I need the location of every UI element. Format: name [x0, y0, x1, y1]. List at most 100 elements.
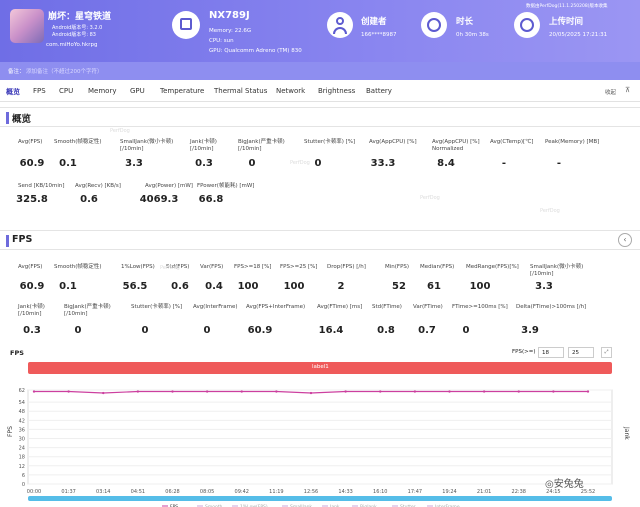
- y-axis-label: FPS: [7, 426, 14, 437]
- metric-label: Drop(FPS) [/h]: [327, 264, 366, 270]
- perfdog-watermark: PerfDog: [290, 160, 310, 166]
- time-scrollbar[interactable]: [28, 496, 612, 501]
- y-tick-label: 6: [22, 473, 25, 479]
- metric-value: 325.8: [16, 194, 48, 205]
- y2-axis-label: Jank: [623, 426, 630, 440]
- fps-point: [67, 390, 70, 393]
- brand-icon: ◎: [545, 479, 554, 490]
- tab-memory[interactable]: Memory: [88, 87, 117, 95]
- android-version-code: Android版本号: 83: [52, 32, 96, 38]
- tab-cpu[interactable]: CPU: [59, 87, 74, 95]
- tab-brightness[interactable]: Brightness: [318, 87, 356, 95]
- duration-value: 0h 30m 38s: [456, 32, 489, 38]
- tab-battery[interactable]: Battery: [366, 87, 392, 95]
- metric-label: Peak(Memory) [MB]: [545, 139, 600, 145]
- metric-value: 100: [283, 281, 305, 292]
- fps-point: [344, 390, 347, 393]
- x-tick-label: 17:47: [408, 489, 422, 495]
- metric-value: 0.3: [23, 325, 41, 336]
- x-tick-label: 19:24: [442, 489, 456, 495]
- metric-label: Send [KB/10min]: [18, 183, 65, 189]
- perfdog-watermark: PerfDog: [110, 128, 130, 134]
- game-logo: [10, 9, 44, 43]
- tab-overview[interactable]: 概览: [6, 88, 20, 96]
- y-tick-label: 24: [19, 446, 25, 452]
- fps-point: [136, 390, 140, 393]
- collapse-icon[interactable]: ‹: [618, 233, 632, 247]
- x-tick-label: 08:05: [200, 489, 214, 495]
- y-tick-label: 18: [19, 455, 25, 461]
- metric-value: 0: [248, 158, 256, 169]
- metric-label: Avg(Recv) [KB/s]: [75, 183, 121, 189]
- remark-input[interactable]: 添加备注（不超过200个字符）: [26, 69, 103, 75]
- tab-network[interactable]: Network: [276, 87, 306, 95]
- section-accent: [6, 112, 9, 124]
- x-tick-label: 25:52: [581, 489, 595, 495]
- legend-item[interactable]: SmallJank: [290, 504, 312, 507]
- metric-label: Avg(FPS): [18, 264, 43, 270]
- fps-threshold-input-2[interactable]: 25: [568, 347, 594, 358]
- metric-label: FPower(帧能耗) [mW]: [197, 183, 255, 189]
- x-tick-label: 00:00: [27, 489, 41, 495]
- overview-title: 概览: [12, 114, 32, 125]
- upload-value: 20/05/2025 17:21:31: [549, 32, 608, 38]
- legend-item[interactable]: 1%Low(FPS): [240, 504, 268, 507]
- legend-item[interactable]: InterFrame: [435, 504, 460, 507]
- metric-label: Jank(卡顿) [/10min]: [190, 139, 217, 152]
- metric-value: 0.3: [195, 158, 213, 169]
- metric-value: 0.1: [59, 281, 77, 292]
- tab-gpu[interactable]: GPU: [130, 87, 145, 95]
- legend-item[interactable]: BigJank: [360, 504, 377, 507]
- fps-threshold-label: FPS(>=): [512, 349, 536, 355]
- metric-label: Smooth(帧稳定性): [54, 264, 102, 270]
- legend-item[interactable]: Stutter: [400, 504, 416, 507]
- fps-chart: 0 6 12 18 24 30 36 42 48 54 62 FPS Jank 00:00 01:37 03:…: [7, 388, 630, 507]
- metric-value: 66.8: [198, 194, 224, 205]
- x-tick-label: 24:15: [546, 489, 560, 495]
- metric-value: 100: [469, 281, 491, 292]
- fps-point: [171, 390, 174, 393]
- creator-icon: [327, 12, 353, 38]
- metric-value: -: [556, 158, 562, 169]
- collapse-button[interactable]: 收起: [605, 90, 617, 96]
- tab-temperature[interactable]: Temperature: [160, 87, 205, 95]
- metric-value: 56.5: [122, 281, 148, 292]
- fps-point: [448, 390, 451, 393]
- fps-point: [309, 391, 313, 395]
- app-name: 崩坏：星穹铁道: [48, 12, 112, 22]
- pin-icon[interactable]: ⊼: [625, 86, 631, 94]
- metric-label: SmallJank(微小卡顿) [/10min]: [120, 139, 174, 152]
- perfdog-watermark: PerfDog: [160, 265, 180, 271]
- y-tick-label: 42: [19, 418, 25, 424]
- legend-item[interactable]: Smooth: [205, 504, 223, 507]
- metric-value: 0: [141, 325, 149, 336]
- metric-label: Avg(FTime) [ms]: [317, 304, 363, 310]
- legend-item[interactable]: Jank: [329, 504, 340, 507]
- fps-section-title: FPS: [12, 234, 33, 245]
- x-tick-label: 06:28: [165, 489, 179, 495]
- metric-value: 0.8: [377, 325, 395, 336]
- perfdog-version: 数据由PerfDog(11.1.250208)版本收集: [526, 4, 608, 9]
- metric-value: -: [501, 158, 507, 169]
- metric-label: FTime>=100ms [%]: [452, 304, 508, 310]
- metric-value: 60.9: [19, 158, 45, 169]
- tab-thermal-status[interactable]: Thermal Status: [214, 87, 268, 95]
- metric-label: Stutter(卡顿率) [%]: [304, 139, 356, 145]
- label-bar[interactable]: label1: [28, 362, 612, 374]
- metric-value: 0.6: [171, 281, 189, 292]
- x-tick-label: 16:10: [373, 489, 387, 495]
- expand-icon[interactable]: ⤢: [601, 347, 612, 358]
- brand-text: 安兔兔: [553, 479, 584, 490]
- metric-label: Avg(InterFrame): [193, 304, 238, 310]
- metric-value: 0: [314, 158, 322, 169]
- legend-item[interactable]: FPS: [170, 504, 178, 507]
- metric-value: 0.4: [205, 281, 223, 292]
- metric-value: 0: [462, 325, 470, 336]
- fps-threshold-input-1[interactable]: 18: [538, 347, 564, 358]
- metric-value: 61: [427, 281, 441, 292]
- device-cpu: CPU: sun: [209, 38, 234, 44]
- tab-fps[interactable]: FPS: [33, 87, 46, 95]
- metric-label: Avg(FPS+InterFrame): [246, 304, 306, 310]
- metric-label: MedRange(FPS)[%]: [466, 264, 519, 270]
- duration-label: 时长: [456, 17, 474, 27]
